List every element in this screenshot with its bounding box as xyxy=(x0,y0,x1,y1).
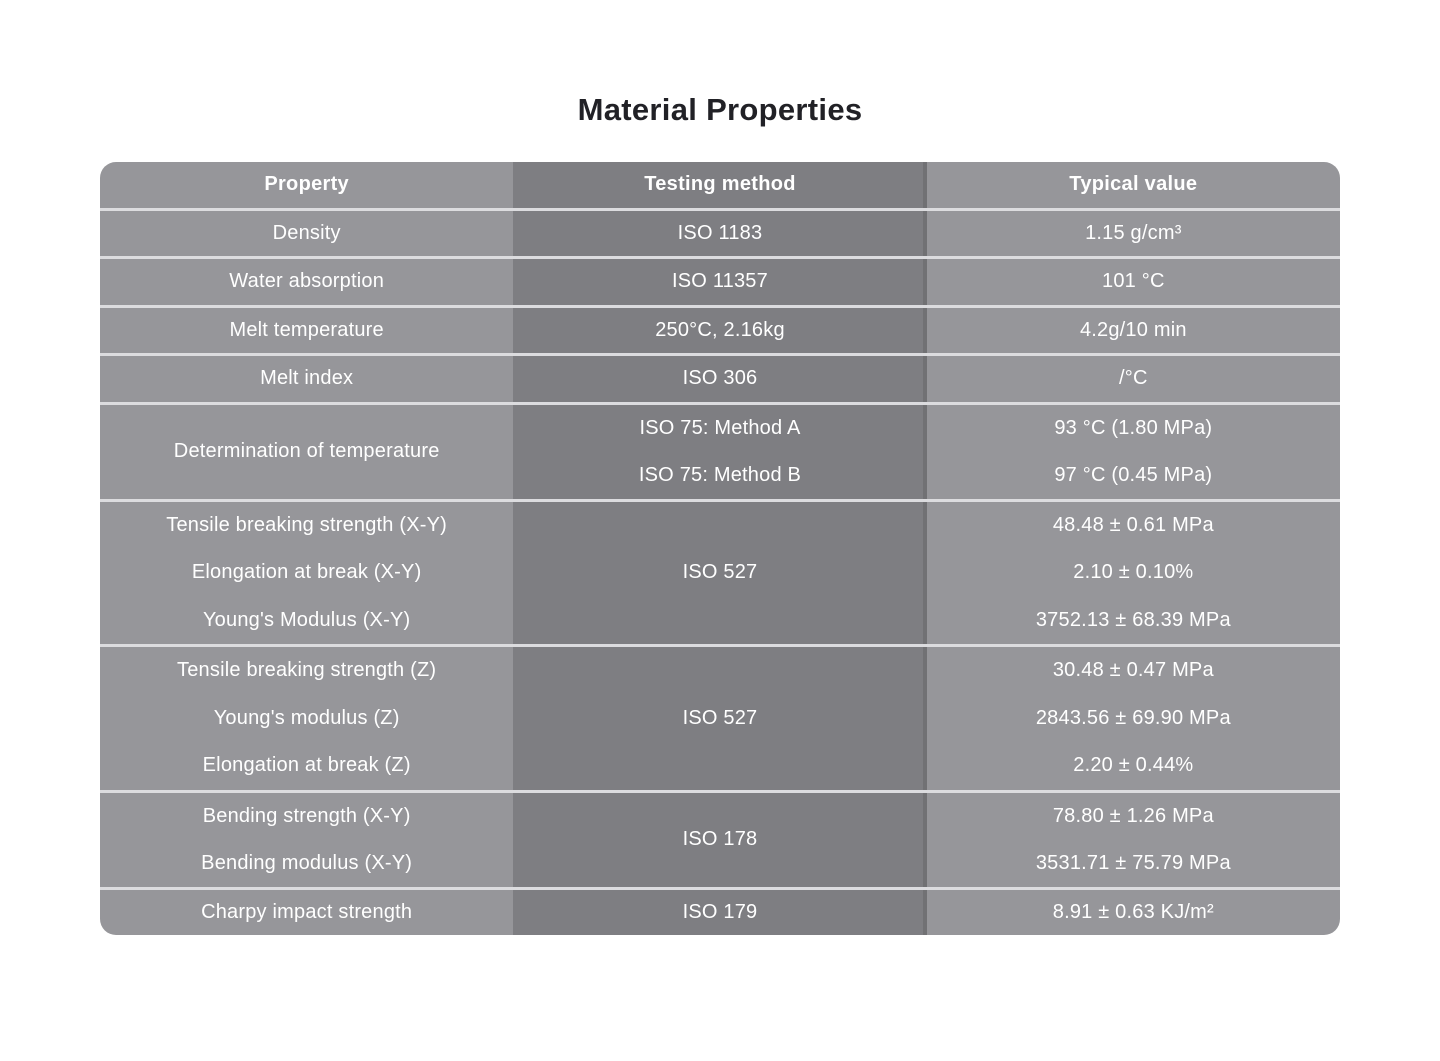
property-cell-text: Determination of temperature xyxy=(173,440,440,463)
value-cell: 1.15 g/cm³ xyxy=(926,210,1340,257)
page-title: Material Properties xyxy=(577,92,863,127)
property-cell: Melt temperature xyxy=(100,307,514,354)
value-cell-text: 2.20 ± 0.44% xyxy=(1073,754,1194,777)
table-row: Melt index ISO 306 /°C xyxy=(100,353,1340,402)
column-header-property: Property xyxy=(100,161,514,208)
property-cell-text: Young's modulus (Z) xyxy=(213,706,400,729)
table-row: Density ISO 1183 1.15 g/cm³ xyxy=(100,207,1340,257)
column-header-typical-value-label: Typical value xyxy=(1069,173,1198,196)
testing-method-cell: ISO 179 xyxy=(513,889,927,936)
value-cell-text: 4.2g/10 min xyxy=(1079,318,1187,341)
value-cell-text: 1.15 g/cm³ xyxy=(1085,221,1182,244)
value-cell-text: 3531.71 ± 75.79 MPa xyxy=(1035,851,1231,874)
value-cell-text: 78.80 ± 1.26 MPa xyxy=(1052,804,1214,827)
value-cell: 8.91 ± 0.63 KJ/m² xyxy=(926,889,1340,936)
table-row: Tensile breaking strength (Z) Young's mod… xyxy=(100,644,1340,790)
testing-method-cell-text: ISO 527 xyxy=(682,561,758,584)
property-cell-text: Density xyxy=(272,221,341,244)
property-cell-text: Melt temperature xyxy=(229,318,384,341)
testing-method-cell-text: ISO 75: Method B xyxy=(638,463,802,486)
column-header-typical-value: Typical value xyxy=(926,161,1340,208)
property-cell-text: Young's Modulus (X-Y) xyxy=(202,608,411,631)
testing-method-cell: ISO 1183 xyxy=(513,210,927,257)
property-cell-text: Melt index xyxy=(260,367,354,390)
column-header-property-label: Property xyxy=(264,173,349,196)
testing-method-cell: ISO 178 xyxy=(513,792,927,887)
column-header-testing-method: Testing method xyxy=(513,161,927,208)
testing-method-cell: 250°C, 2.16kg xyxy=(513,307,927,354)
value-cell-text: 2.10 ± 0.10% xyxy=(1073,561,1194,584)
value-cell-text: 48.48 ± 0.61 MPa xyxy=(1052,513,1214,536)
property-cell-text: Water absorption xyxy=(229,270,385,293)
testing-method-cell: ISO 527 xyxy=(513,647,927,790)
property-cell: Tensile breaking strength (Z) Young's mod… xyxy=(100,647,514,790)
property-cell: Determination of temperature xyxy=(100,404,514,499)
table-row: Tensile breaking strength (X-Y) Elongatio… xyxy=(100,498,1340,645)
value-cell-text: /°C xyxy=(1119,367,1148,390)
property-cell-text: Bending modulus (X-Y) xyxy=(201,851,413,874)
value-cell-text: 97 °C (0.45 MPa) xyxy=(1054,463,1213,486)
property-cell-text: Elongation at break (X-Y) xyxy=(191,561,422,584)
table-row: Melt temperature 250°C, 2.16kg 4.2g/10 min xyxy=(100,304,1340,354)
property-cell: Density xyxy=(100,210,514,257)
property-cell: Bending strength (X-Y) Bending modulus (X… xyxy=(100,792,514,887)
property-cell-text: Tensile breaking strength (X-Y) xyxy=(166,513,448,536)
testing-method-cell-text: ISO 527 xyxy=(682,706,758,729)
value-cell-text: 101 °C xyxy=(1102,270,1165,293)
table-row: Charpy impact strength ISO 179 8.91 ± 0.63… xyxy=(100,886,1340,936)
value-cell: 78.80 ± 1.26 MPa 3531.71 ± 75.79 MPa xyxy=(926,792,1340,887)
value-cell-text: 2843.56 ± 69.90 MPa xyxy=(1035,706,1231,729)
value-cell: 4.2g/10 min xyxy=(926,307,1340,354)
value-cell: 93 °C (1.80 MPa) 97 °C (0.45 MPa) xyxy=(926,404,1340,499)
value-cell: 48.48 ± 0.61 MPa 2.10 ± 0.10% 3752.13 ± 68… xyxy=(926,501,1340,645)
table-row: Bending strength (X-Y) Bending modulus (X… xyxy=(100,789,1340,887)
property-cell-text: Bending strength (X-Y) xyxy=(202,804,411,827)
value-cell: /°C xyxy=(926,356,1340,402)
testing-method-cell: ISO 527 xyxy=(513,501,927,645)
property-cell-text: Charpy impact strength xyxy=(201,900,413,923)
testing-method-cell-text: ISO 306 xyxy=(682,367,758,390)
table-header-row: Property Testing method Typical value xyxy=(100,161,1340,208)
testing-method-cell-text: ISO 1183 xyxy=(677,221,763,244)
property-cell: Charpy impact strength xyxy=(100,889,514,936)
property-cell: Water absorption xyxy=(100,259,514,305)
material-properties-table: Property Testing method Typical value De… xyxy=(100,161,1340,936)
property-cell: Tensile breaking strength (X-Y) Elongatio… xyxy=(100,501,514,645)
property-cell-text: Tensile breaking strength (Z) xyxy=(177,659,437,682)
testing-method-cell-text: 250°C, 2.16kg xyxy=(655,318,785,341)
value-cell-text: 30.48 ± 0.47 MPa xyxy=(1052,659,1214,682)
table-row: Water absorption ISO 11357 101 °C xyxy=(100,256,1340,305)
testing-method-cell: ISO 75: Method A ISO 75: Method B xyxy=(513,404,927,499)
table-body: Density ISO 1183 1.15 g/cm³ Water absorptio… xyxy=(100,207,1340,936)
testing-method-cell-text: ISO 178 xyxy=(682,828,758,851)
value-cell-text: 8.91 ± 0.63 KJ/m² xyxy=(1052,900,1214,923)
value-cell-text: 93 °C (1.80 MPa) xyxy=(1054,416,1213,439)
property-cell-text: Elongation at break (Z) xyxy=(202,754,411,777)
testing-method-cell-text: ISO 179 xyxy=(682,900,758,923)
table-row: Determination of temperature ISO 75: Meth… xyxy=(100,401,1340,499)
testing-method-cell-text: ISO 11357 xyxy=(672,270,768,293)
testing-method-cell-text: ISO 75: Method A xyxy=(639,416,801,439)
value-cell-text: 3752.13 ± 68.39 MPa xyxy=(1035,608,1231,631)
column-header-testing-method-label: Testing method xyxy=(644,173,796,196)
value-cell: 101 °C xyxy=(926,259,1340,305)
property-cell: Melt index xyxy=(100,356,514,402)
testing-method-cell: ISO 306 xyxy=(513,356,927,402)
value-cell: 30.48 ± 0.47 MPa 2843.56 ± 69.90 MPa 2.20 … xyxy=(926,647,1340,790)
testing-method-cell: ISO 11357 xyxy=(513,259,927,305)
